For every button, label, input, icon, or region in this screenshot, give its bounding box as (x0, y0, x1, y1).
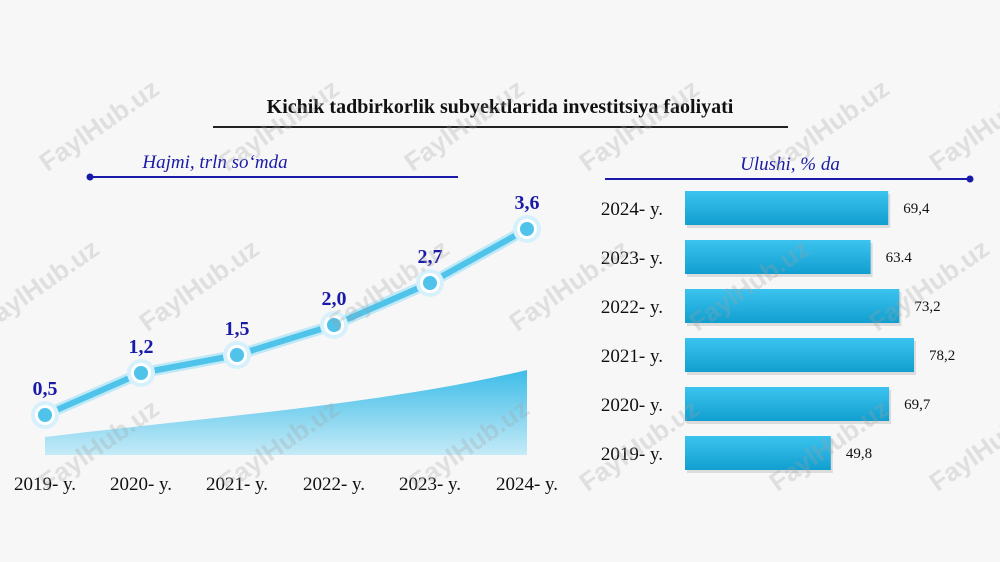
series-line (43, 226, 529, 418)
data-point (134, 366, 148, 380)
chart-title: Kichik tadbirkorlik subyektlarida invest… (266, 96, 734, 118)
data-point (520, 222, 534, 236)
y-tick-label: 2021- y. (601, 346, 663, 367)
data-point (423, 276, 437, 290)
bar-chart-title: Ulushi, % da (740, 154, 840, 175)
bar (685, 191, 889, 225)
data-point (38, 408, 52, 422)
x-tick-label: 2022- y. (303, 474, 365, 495)
data-label: 2,7 (418, 246, 443, 268)
x-tick-label: 2019- y. (14, 474, 76, 495)
bar-chart: Ulushi, % da 2024- y. 69,4 2023- y. 63.4 2022… (601, 154, 974, 473)
y-tick-label: 2020- y. (601, 395, 663, 416)
bar (685, 289, 900, 323)
data-label: 1,2 (129, 336, 154, 358)
data-point (230, 348, 244, 362)
data-label: 1,5 (225, 318, 250, 340)
bar-value-label: 78,2 (929, 348, 955, 364)
bar-value-label: 69,4 (903, 201, 930, 217)
line-chart: Hajmi, trln so‘mda 0,5 2019- y. 1,2 2020- y.… (14, 152, 558, 495)
y-tick-label: 2022- y. (601, 297, 663, 318)
bar-value-label: 69,7 (904, 397, 931, 413)
data-label: 2,0 (322, 288, 347, 310)
y-tick-label: 2023- y. (601, 248, 663, 269)
bar-value-label: 63.4 (886, 250, 913, 266)
data-label: 0,5 (33, 378, 58, 400)
y-tick-label: 2019- y. (601, 444, 663, 465)
area-fill (45, 370, 527, 455)
bar-value-label: 49,8 (846, 446, 872, 462)
x-tick-label: 2020- y. (110, 474, 172, 495)
title-underline (213, 126, 788, 128)
bar (685, 240, 871, 274)
ulushi-arrow-head (966, 175, 974, 183)
x-tick-label: 2023- y. (399, 474, 461, 495)
data-point (327, 318, 341, 332)
y-tick-label: 2024- y. (601, 199, 663, 220)
hajmi-arrow-head (86, 173, 94, 181)
line-chart-title: Hajmi, trln so‘mda (141, 152, 287, 173)
data-label: 3,6 (515, 192, 540, 214)
bar (685, 338, 914, 372)
x-tick-label: 2024- y. (496, 474, 558, 495)
bar-value-label: 73,2 (914, 299, 940, 315)
bar (685, 387, 890, 421)
bar (685, 436, 831, 470)
x-tick-label: 2021- y. (206, 474, 268, 495)
